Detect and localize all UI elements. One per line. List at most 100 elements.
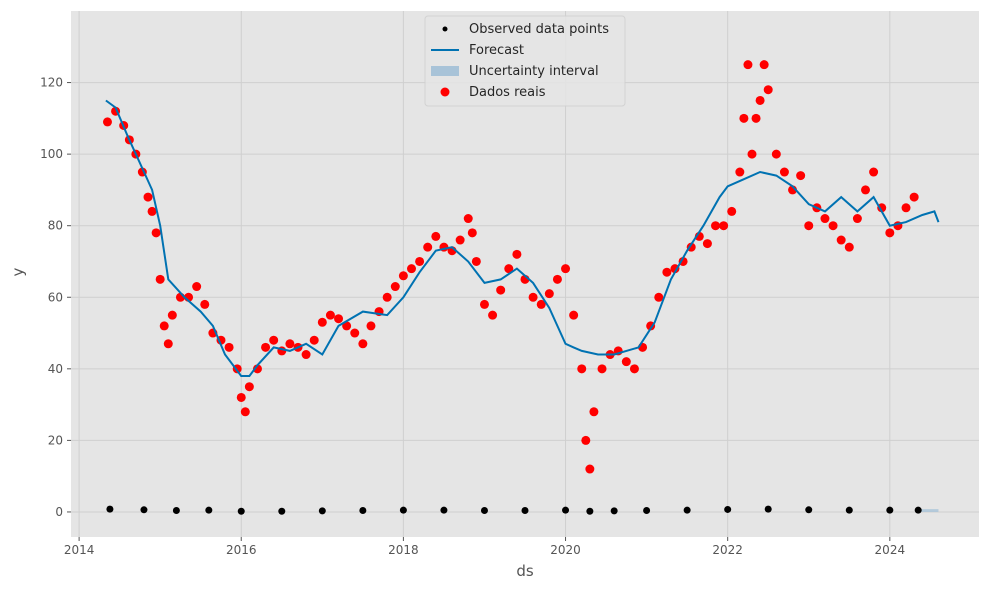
- actual-point: [711, 221, 721, 231]
- actual-point: [317, 317, 327, 327]
- x-tick-label: 2020: [550, 543, 581, 557]
- actual-point: [488, 310, 498, 320]
- actual-point: [739, 113, 749, 123]
- actual-point: [382, 292, 392, 302]
- observed-point: [643, 507, 651, 515]
- actual-point: [431, 231, 441, 241]
- observed-point: [237, 507, 245, 515]
- observed-point: [440, 506, 448, 514]
- actual-point: [869, 167, 879, 177]
- x-tick-label: 2024: [875, 543, 906, 557]
- observed-point: [586, 507, 594, 515]
- actual-point: [423, 242, 433, 252]
- uncertainty-area: [918, 509, 939, 512]
- actual-point: [779, 167, 789, 177]
- y-tick-label: 100: [40, 147, 63, 161]
- actual-point: [155, 274, 165, 284]
- actual-point: [597, 364, 607, 374]
- y-tick-label: 40: [48, 362, 63, 376]
- y-tick-label: 20: [48, 433, 63, 447]
- actual-point: [581, 435, 591, 445]
- observed-point: [399, 506, 407, 514]
- observed-point: [845, 506, 853, 514]
- actual-point: [512, 249, 522, 259]
- legend-handle-actual: [440, 87, 450, 97]
- actual-point: [901, 203, 911, 213]
- observed-point: [521, 507, 529, 515]
- actual-point: [536, 299, 546, 309]
- x-tick-label: 2016: [226, 543, 257, 557]
- actual-point: [727, 206, 737, 216]
- actual-point: [771, 149, 781, 159]
- actual-point: [471, 256, 481, 266]
- actual-point: [159, 321, 169, 331]
- actual-point: [455, 235, 465, 245]
- actual-point: [629, 364, 639, 374]
- actual-point: [496, 285, 506, 295]
- observed-point: [886, 506, 894, 514]
- actual-point: [528, 292, 538, 302]
- x-axis-title: ds: [516, 562, 534, 580]
- actual-point: [415, 256, 425, 266]
- legend-label: Observed data points: [469, 22, 609, 37]
- uncertainty-band: [918, 509, 939, 512]
- actual-point: [747, 149, 757, 159]
- legend-label: Dados reais: [469, 85, 546, 100]
- observed-point: [764, 505, 772, 513]
- actual-point: [662, 267, 672, 277]
- y-tick-label: 60: [48, 290, 63, 304]
- actual-point: [236, 392, 246, 402]
- actual-point: [463, 214, 473, 224]
- actual-point: [796, 171, 806, 181]
- actual-point: [224, 342, 234, 352]
- actual-point: [755, 95, 765, 105]
- actual-point: [702, 239, 712, 249]
- actual-point: [350, 328, 360, 338]
- actual-point: [143, 192, 153, 202]
- actual-point: [743, 60, 753, 70]
- actual-point: [366, 321, 376, 331]
- observed-point: [805, 506, 813, 514]
- actual-point: [804, 221, 814, 231]
- actual-point: [147, 206, 157, 216]
- actual-point: [167, 310, 177, 320]
- actual-point: [325, 310, 335, 320]
- observed-point: [205, 506, 213, 514]
- x-tick-label: 2014: [64, 543, 95, 557]
- actual-point: [735, 167, 745, 177]
- actual-point: [407, 264, 416, 274]
- actual-point: [654, 292, 664, 302]
- observed-points: [106, 505, 922, 515]
- observed-point: [683, 506, 691, 514]
- actual-point: [719, 221, 729, 231]
- y-tick-label: 0: [55, 505, 63, 519]
- actual-point: [828, 221, 838, 231]
- observed-point: [106, 505, 114, 513]
- actual-point: [909, 192, 919, 202]
- y-tick-label: 80: [48, 219, 63, 233]
- observed-point: [318, 507, 326, 515]
- actual-point: [309, 335, 319, 345]
- actual-point: [479, 299, 489, 309]
- forecast-line: [105, 99, 940, 377]
- actual-point: [585, 464, 595, 474]
- actual-point: [269, 335, 279, 345]
- actual-point: [358, 339, 368, 349]
- actual-point: [390, 282, 400, 292]
- actual-point: [621, 357, 631, 367]
- observed-point: [562, 506, 570, 514]
- legend: Observed data points Forecast Uncertainty …: [424, 15, 626, 107]
- legend-label: Uncertainty interval: [469, 64, 599, 79]
- actual-point: [561, 264, 571, 274]
- actual-point: [200, 299, 210, 309]
- actual-point: [163, 339, 173, 349]
- actual-point: [398, 271, 408, 281]
- legend-handle-observed: [442, 26, 448, 32]
- actual-point: [589, 407, 599, 417]
- actual-point: [577, 364, 587, 374]
- actual-point: [820, 214, 830, 224]
- actual-point: [852, 214, 862, 224]
- observed-point: [278, 507, 286, 515]
- actual-points: [102, 60, 919, 474]
